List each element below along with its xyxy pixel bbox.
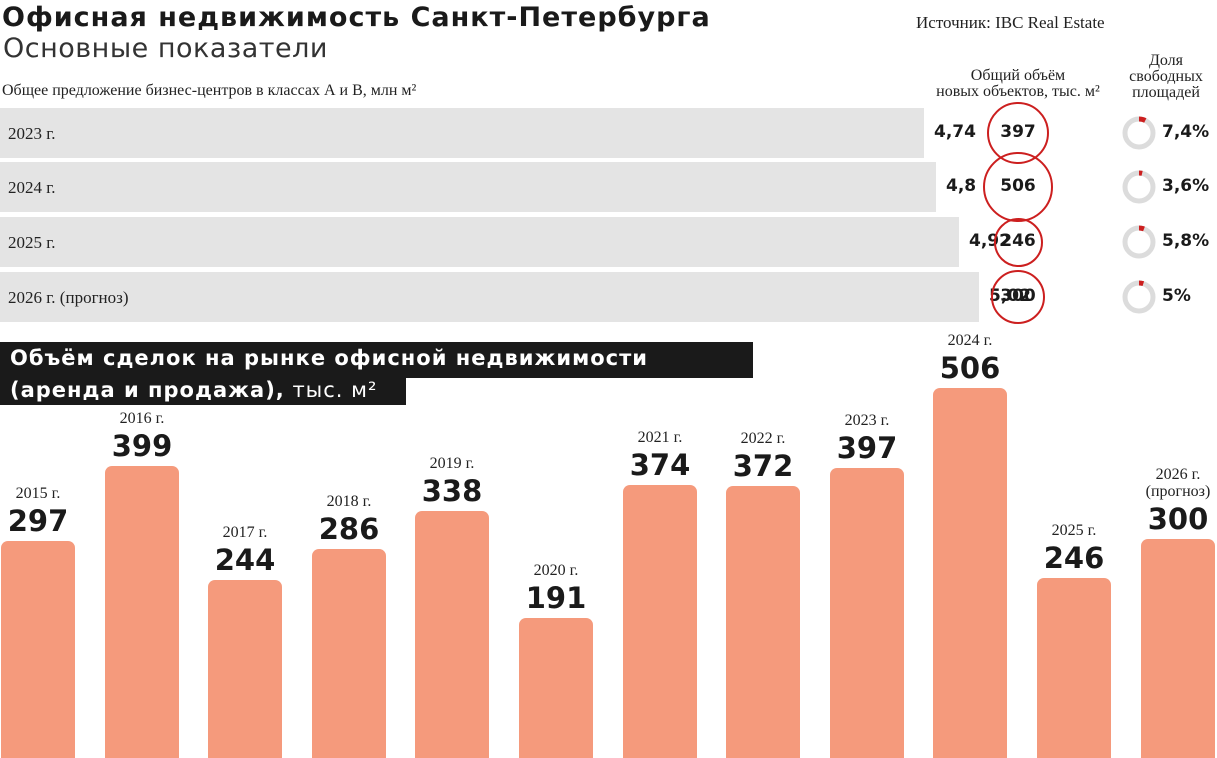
- deals-title-line2-bold: (аренда и продажа),: [10, 378, 285, 402]
- deal-value-label: 374: [629, 448, 691, 482]
- supply-year-label: 2023 г.: [8, 124, 56, 143]
- supply-row: 2023 г. 4,74 397 7,4%: [0, 102, 1217, 164]
- vacancy-donut: [1122, 116, 1156, 150]
- new-objects-value: 300: [1000, 286, 1036, 306]
- page-subtitle: Основные показатели: [3, 33, 328, 64]
- deal-bar: [208, 580, 282, 758]
- vacancy-donut-segment: [1122, 280, 1156, 314]
- deal-year-label: 2024 г.: [947, 332, 993, 349]
- deal-value-label: 372: [732, 449, 794, 483]
- deal-year-label: 2017 г.: [222, 524, 268, 541]
- vacancy-donut-track: [1122, 116, 1156, 150]
- supply-bar: [0, 272, 979, 322]
- vacancy-label-line2: свободных: [1129, 68, 1203, 85]
- new-objects-label-line1: Общий объём: [970, 67, 1066, 84]
- new-objects-circle: [991, 270, 1045, 324]
- deal-value-label: 397: [836, 431, 898, 465]
- deal-year-label: 2020 г.: [533, 562, 579, 579]
- deal-bar: [726, 486, 800, 758]
- deal-bar: [105, 466, 179, 758]
- supply-value-label: 4,74: [934, 122, 976, 142]
- deal-bar: [312, 549, 386, 758]
- deals-title-line2: (аренда и продажа), тыс. м²: [0, 378, 406, 405]
- vacancy-donut-segment: [1122, 225, 1156, 259]
- deal-bar: [830, 468, 904, 758]
- vacancy-label-line3: площадей: [1132, 84, 1200, 101]
- vacancy-label: Доля свободных площадей: [1116, 53, 1216, 101]
- deal-bar: [1141, 539, 1215, 758]
- deal-bar: [623, 485, 697, 758]
- deal-value-label: 399: [111, 429, 173, 463]
- deal-value-label: 506: [939, 351, 1001, 385]
- deal-value-label: 286: [318, 512, 380, 546]
- page-title: Офисная недвижимость Санкт-Петербурга: [2, 2, 711, 33]
- supply-bar: [0, 162, 936, 212]
- vacancy-label-line1: Доля: [1148, 52, 1184, 69]
- deal-year-label: 2021 г.: [637, 429, 683, 446]
- supply-value-label: 4,8: [946, 176, 977, 196]
- vacancy-donut-track: [1122, 280, 1156, 314]
- new-objects-value: 397: [1000, 122, 1036, 142]
- vacancy-donut-track: [1122, 225, 1156, 259]
- deal-value-label: 297: [7, 504, 69, 538]
- supply-year-label: 2025 г.: [8, 233, 56, 252]
- deals-title-unit: тыс. м²: [284, 378, 378, 402]
- deal-value-label: 338: [421, 474, 483, 508]
- deal-bar: [519, 618, 593, 758]
- supply-bar: [0, 217, 959, 267]
- deal-year-label: 2025 г.: [1051, 522, 1097, 539]
- deal-year-label: 2023 г.: [844, 412, 890, 429]
- deal-value-label: 300: [1147, 502, 1209, 536]
- supply-year-label: 2026 г. (прогноз): [8, 288, 129, 307]
- vacancy-value: 3,6%: [1162, 176, 1210, 196]
- new-objects-label: Общий объём новых объектов, тыс. м²: [905, 68, 1131, 100]
- vacancy-donut: [1122, 170, 1156, 204]
- vacancy-donut: [1122, 280, 1156, 314]
- vacancy-donut-track: [1122, 170, 1156, 204]
- deals-title-line1: Объём сделок на рынке офисной недвижимос…: [0, 342, 753, 378]
- vacancy-donut: [1122, 225, 1156, 259]
- new-objects-circle: [993, 217, 1043, 267]
- deal-bar: [1037, 578, 1111, 758]
- deal-bar: [415, 511, 489, 758]
- supply-row: 2025 г. 4,92 246 5,8%: [0, 217, 1217, 267]
- vacancy-value: 7,4%: [1162, 122, 1210, 142]
- deal-value-label: 244: [214, 543, 276, 577]
- deal-bar: [1, 541, 75, 758]
- vacancy-value: 5,8%: [1162, 231, 1210, 251]
- new-objects-value: 246: [1000, 231, 1036, 251]
- vacancy-donut-segment: [1122, 116, 1156, 150]
- deal-year-label: 2015 г.: [15, 485, 61, 502]
- new-objects-label-line2: новых объектов, тыс. м²: [936, 83, 1100, 100]
- deal-value-label: 246: [1043, 541, 1105, 575]
- supply-row: 2024 г. 4,8 506 3,6%: [0, 152, 1217, 222]
- supply-row: 2026 г. (прогноз) 5,02 300 5%: [0, 270, 1217, 324]
- deal-year-label: 2019 г.: [429, 455, 475, 472]
- supply-bar: [0, 108, 924, 158]
- supply-label: Общее предложение бизнес-центров в класс…: [2, 82, 417, 99]
- vacancy-donut-segment: [1122, 170, 1156, 204]
- vacancy-value: 5%: [1162, 286, 1191, 306]
- deal-year-label: 2018 г.: [326, 493, 372, 510]
- deal-value-label: 191: [525, 581, 587, 615]
- deal-year-label: 2026 г. (прогноз): [1145, 466, 1211, 500]
- deal-year-label: 2016 г.: [119, 410, 165, 427]
- new-objects-value: 506: [1000, 176, 1036, 196]
- deal-year-label: 2022 г.: [740, 430, 786, 447]
- supply-year-label: 2024 г.: [8, 178, 56, 197]
- source-note: Источник: IBC Real Estate: [916, 13, 1105, 32]
- deal-bar: [933, 388, 1007, 758]
